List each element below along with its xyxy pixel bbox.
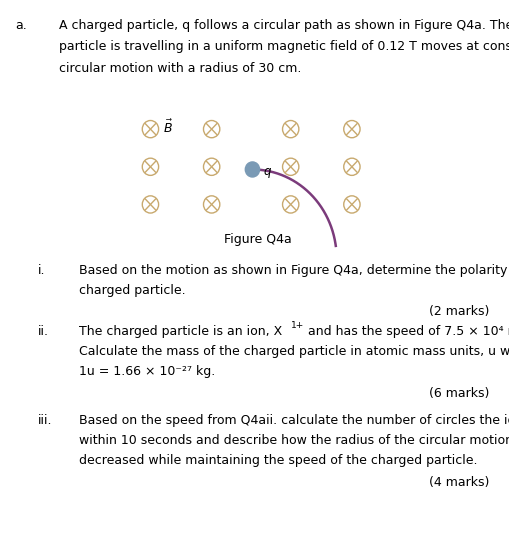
Text: 1+: 1+ <box>290 321 303 330</box>
Circle shape <box>245 162 259 177</box>
Text: Calculate the mass of the charged particle in atomic mass units, u where: Calculate the mass of the charged partic… <box>79 345 509 358</box>
Text: (6 marks): (6 marks) <box>429 387 489 400</box>
Text: Based on the motion as shown in Figure Q4a, determine the polarity of the: Based on the motion as shown in Figure Q… <box>79 264 509 277</box>
Text: Based on the speed from Q4aii. calculate the number of circles the ion travels: Based on the speed from Q4aii. calculate… <box>79 414 509 427</box>
Text: q: q <box>263 165 271 178</box>
Text: 1u = 1.66 × 10⁻²⁷ kg.: 1u = 1.66 × 10⁻²⁷ kg. <box>79 365 215 378</box>
Text: circular motion with a radius of 30 cm.: circular motion with a radius of 30 cm. <box>59 62 300 75</box>
Text: particle is travelling in a uniform magnetic field of 0.12 T moves at constant s: particle is travelling in a uniform magn… <box>59 40 509 53</box>
Text: A charged particle, q follows a circular path as shown in Figure Q4a. The charge: A charged particle, q follows a circular… <box>59 19 509 32</box>
Text: Figure Q4a: Figure Q4a <box>223 233 291 246</box>
Text: i.: i. <box>38 264 46 277</box>
Text: (2 marks): (2 marks) <box>429 306 489 318</box>
Text: iii.: iii. <box>38 414 52 427</box>
Text: $\vec{B}$: $\vec{B}$ <box>162 118 172 136</box>
Text: and has the speed of 7.5 × 10⁴ m/s.: and has the speed of 7.5 × 10⁴ m/s. <box>304 325 509 338</box>
Text: a.: a. <box>15 19 27 32</box>
Text: within 10 seconds and describe how the radius of the circular motion can be: within 10 seconds and describe how the r… <box>79 434 509 447</box>
Text: decreased while maintaining the speed of the charged particle.: decreased while maintaining the speed of… <box>79 454 476 467</box>
Text: charged particle.: charged particle. <box>79 284 185 296</box>
Text: The charged particle is an ion, X: The charged particle is an ion, X <box>79 325 282 338</box>
Text: ii.: ii. <box>38 325 49 338</box>
Text: (4 marks): (4 marks) <box>429 476 489 489</box>
